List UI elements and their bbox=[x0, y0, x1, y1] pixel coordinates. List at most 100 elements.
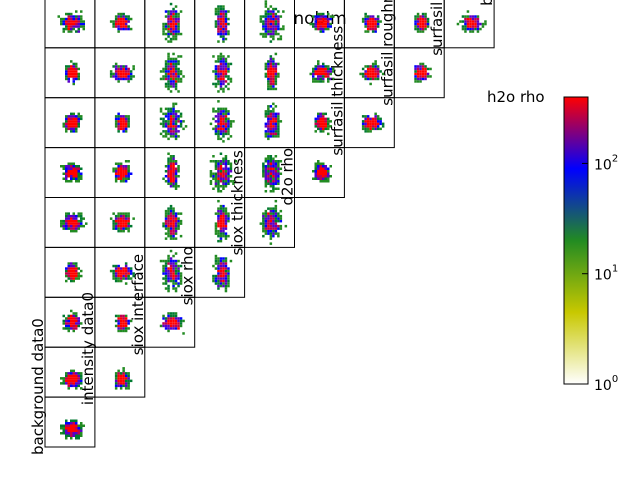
histogram-bin bbox=[229, 125, 233, 128]
histogram-bin bbox=[179, 112, 183, 116]
histogram-bin bbox=[219, 272, 223, 275]
histogram-bin bbox=[274, 224, 278, 228]
histogram-bin bbox=[169, 25, 173, 28]
histogram-bin bbox=[284, 224, 288, 228]
histogram-bin bbox=[217, 115, 220, 118]
histogram-bin bbox=[70, 15, 73, 18]
histogram-bin bbox=[124, 222, 128, 225]
histogram-bin bbox=[124, 125, 128, 128]
histogram-bin bbox=[219, 65, 223, 68]
histogram-bin bbox=[62, 224, 65, 228]
histogram-bin bbox=[80, 429, 83, 432]
histogram-bin bbox=[122, 319, 125, 323]
histogram-bin bbox=[419, 70, 422, 73]
histogram-bin bbox=[172, 219, 175, 223]
histogram-bin bbox=[172, 132, 175, 136]
histogram-bin bbox=[172, 12, 175, 16]
histogram-bin bbox=[217, 72, 220, 76]
histogram-bin bbox=[212, 177, 215, 180]
histogram-bin bbox=[421, 77, 425, 81]
histogram-bin bbox=[466, 20, 470, 23]
histogram-bin bbox=[77, 379, 80, 383]
histogram-bin bbox=[414, 22, 417, 26]
histogram-bin bbox=[122, 165, 125, 168]
histogram-bin bbox=[214, 85, 218, 88]
histogram-bin bbox=[164, 264, 168, 268]
histogram-bin bbox=[267, 122, 270, 126]
histogram-bin bbox=[319, 165, 322, 168]
histogram-bin bbox=[212, 274, 215, 278]
histogram-bin bbox=[279, 15, 283, 18]
histogram-bin bbox=[172, 82, 175, 86]
histogram-bin bbox=[119, 122, 123, 126]
histogram-bin bbox=[379, 70, 382, 73]
histogram-bin bbox=[274, 65, 278, 68]
histogram-bin bbox=[277, 182, 280, 185]
histogram-bin bbox=[77, 222, 80, 225]
histogram-bin bbox=[419, 75, 422, 78]
histogram-bin bbox=[82, 22, 85, 26]
histogram-bin bbox=[227, 214, 230, 218]
histogram-bin bbox=[212, 155, 215, 158]
panel-background-data1-vs-background-data0 bbox=[44, 0, 96, 49]
histogram-bin bbox=[122, 70, 125, 73]
histogram-bin bbox=[65, 437, 68, 440]
histogram-bin bbox=[274, 22, 278, 26]
histogram-bin bbox=[466, 15, 470, 18]
histogram-bin bbox=[322, 165, 325, 168]
histogram-bin bbox=[65, 115, 68, 118]
histogram-bin bbox=[267, 137, 270, 141]
histogram-bin bbox=[172, 182, 175, 185]
histogram-bin bbox=[124, 70, 128, 73]
histogram-bin bbox=[65, 427, 68, 430]
histogram-bin bbox=[274, 70, 278, 73]
histogram-bin bbox=[127, 120, 130, 123]
histogram-bin bbox=[277, 32, 280, 36]
histogram-bin bbox=[80, 212, 83, 215]
histogram-bin bbox=[122, 75, 125, 78]
histogram-bin bbox=[272, 122, 275, 126]
histogram-bin bbox=[177, 72, 180, 76]
histogram-bin bbox=[122, 122, 125, 126]
histogram-bin bbox=[122, 314, 125, 318]
histogram-bin bbox=[174, 272, 178, 275]
histogram-bin bbox=[424, 65, 427, 68]
histogram-bin bbox=[177, 117, 180, 121]
histogram-bin bbox=[222, 269, 225, 273]
histogram-bin bbox=[177, 277, 180, 280]
histogram-bin bbox=[274, 172, 278, 175]
histogram-bin bbox=[481, 22, 485, 26]
histogram-bin bbox=[262, 167, 265, 170]
histogram-bin bbox=[229, 180, 233, 183]
histogram-bin bbox=[217, 190, 220, 193]
histogram-bin bbox=[169, 314, 173, 318]
histogram-bin bbox=[319, 115, 322, 118]
histogram-bin bbox=[274, 15, 278, 18]
histogram-bin bbox=[264, 229, 268, 233]
histogram-bin bbox=[219, 32, 223, 36]
histogram-bin bbox=[174, 20, 178, 23]
histogram-bin bbox=[227, 22, 230, 26]
histogram-bin bbox=[222, 130, 225, 133]
histogram-bin bbox=[324, 17, 327, 21]
histogram-bin bbox=[269, 25, 273, 28]
histogram-bin bbox=[112, 20, 115, 23]
histogram-bin bbox=[174, 127, 178, 131]
histogram-bin bbox=[169, 177, 173, 180]
histogram-bin bbox=[272, 209, 275, 213]
histogram-bin bbox=[124, 374, 128, 378]
histogram-bin bbox=[119, 387, 123, 390]
histogram-bin bbox=[264, 5, 268, 8]
histogram-bin bbox=[70, 20, 73, 23]
histogram-bin bbox=[167, 170, 170, 173]
histogram-bin bbox=[327, 17, 330, 21]
histogram-bin bbox=[217, 287, 220, 290]
histogram-bin bbox=[267, 207, 270, 210]
histogram-bin bbox=[169, 212, 173, 215]
histogram-bin bbox=[419, 72, 422, 76]
histogram-bin bbox=[279, 209, 283, 213]
histogram-bin bbox=[267, 17, 270, 21]
panel-surfasil-volfrac-vs-surfasil-thickness bbox=[343, 47, 395, 99]
histogram-bin bbox=[167, 107, 170, 111]
histogram-bin bbox=[179, 234, 183, 238]
